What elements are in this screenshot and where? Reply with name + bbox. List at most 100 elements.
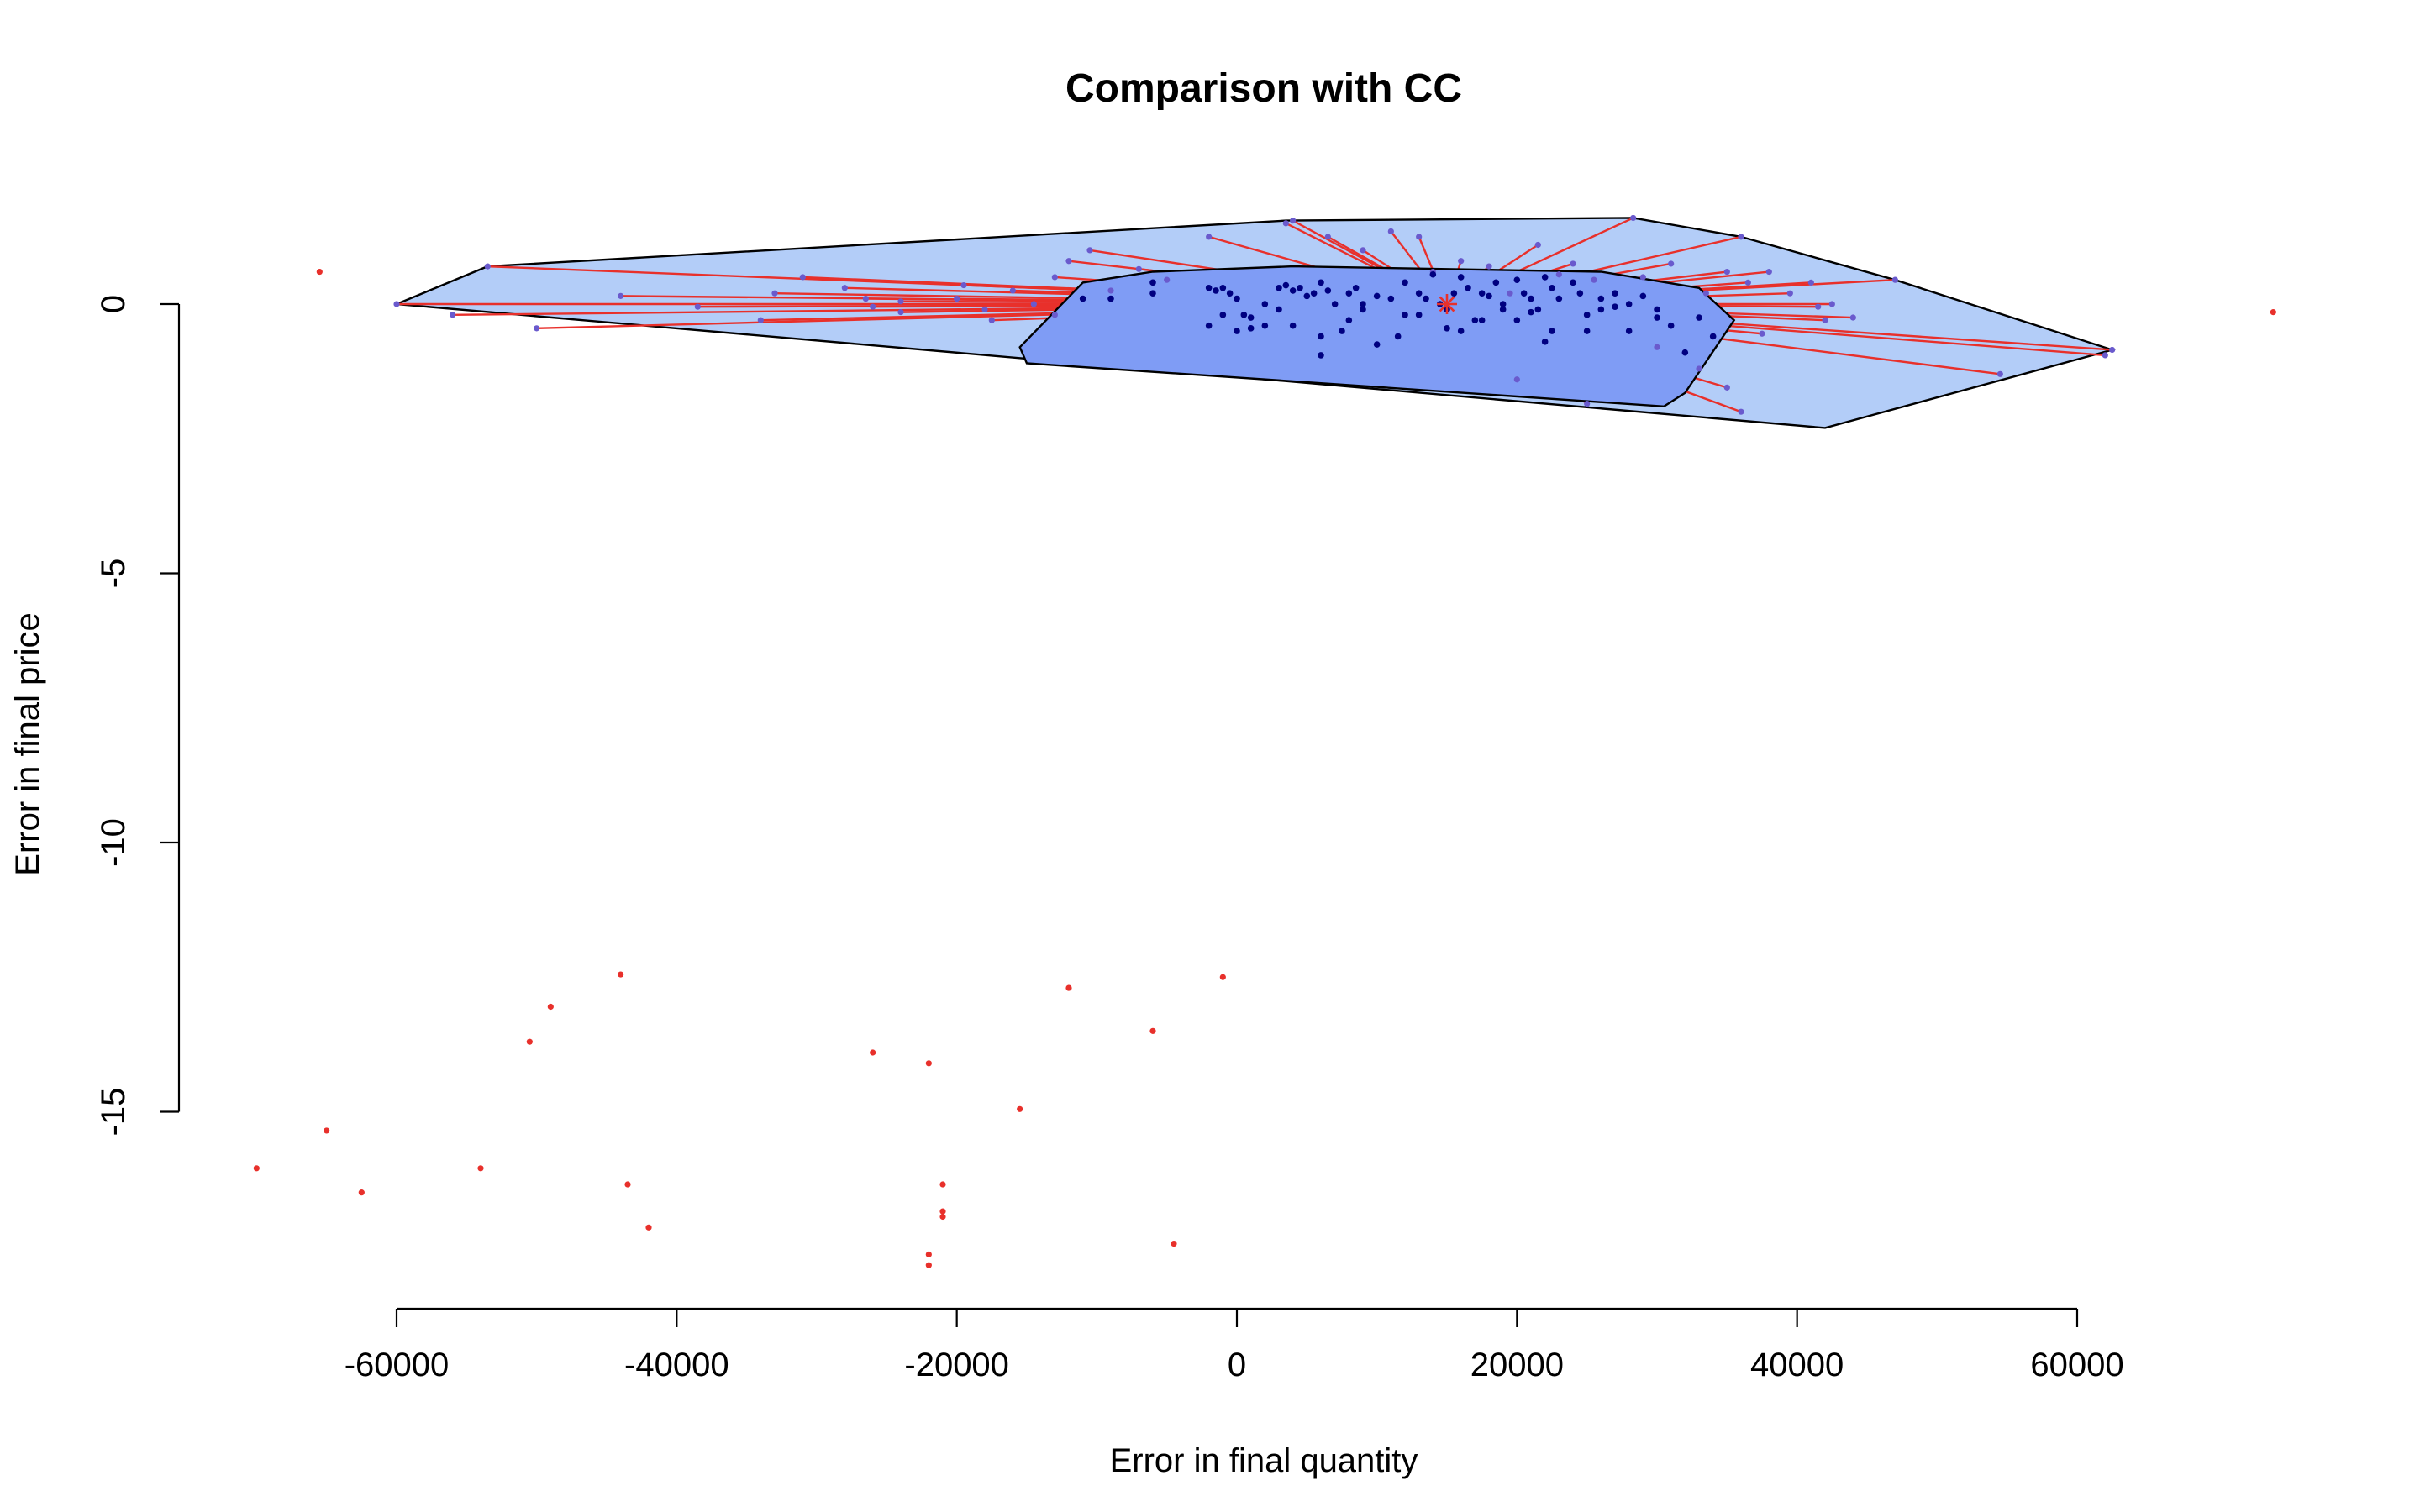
loop-point [1702, 290, 1709, 297]
x-axis-label: Error in final quantity [1110, 1442, 1418, 1479]
outlier-point [618, 971, 624, 978]
inner-point [1318, 333, 1324, 340]
inner-point [1318, 352, 1324, 359]
inner-point [1513, 276, 1521, 283]
loop-point [1206, 234, 1213, 240]
inner-point [1213, 287, 1219, 294]
inner-point [1625, 328, 1633, 334]
inner-point [1478, 290, 1486, 297]
loop-point [960, 281, 967, 289]
loop-point [1416, 234, 1423, 240]
loop-point [1282, 220, 1289, 227]
y-tick-label: 0 [95, 295, 132, 313]
inner-point [1709, 333, 1717, 340]
loop-point [1086, 247, 1093, 254]
loop-point [1654, 344, 1660, 350]
inner-point [1373, 341, 1381, 348]
whisker-line [1657, 319, 2106, 357]
inner-point [1324, 287, 1332, 294]
outlier-point [939, 1181, 946, 1188]
loop-point [1290, 218, 1297, 224]
loop-point [897, 309, 904, 316]
inner-point [1625, 301, 1633, 307]
loop-point [841, 285, 848, 291]
inner-point [1499, 306, 1507, 313]
outlier-point [324, 1127, 330, 1134]
inner-point [1402, 279, 1408, 286]
loop-point [618, 292, 624, 299]
loop-point [1065, 258, 1072, 265]
loop-point [1815, 303, 1822, 310]
loop-point [1324, 234, 1331, 240]
loop-point [1639, 274, 1646, 281]
x-tick-label: 60000 [2030, 1347, 2123, 1383]
loop-point [799, 274, 806, 281]
inner-point [1282, 281, 1290, 289]
inner-point [1360, 306, 1366, 313]
loop-point [954, 295, 960, 302]
loop-point [1786, 290, 1793, 297]
loop-point [1822, 317, 1828, 323]
loop-point [1051, 312, 1058, 318]
loop-point [1765, 268, 1772, 276]
inner-point [1457, 328, 1465, 334]
loop-point [1164, 276, 1171, 283]
loop-point [1744, 279, 1751, 286]
inner-point [1079, 295, 1086, 302]
x-tick-label: 40000 [1750, 1347, 1844, 1383]
loop-point [1458, 258, 1465, 265]
inner-point [1520, 290, 1528, 297]
inner-points [1079, 270, 1717, 359]
inner-point [1240, 312, 1248, 318]
inner-point [1681, 349, 1689, 356]
loop-point [981, 306, 988, 313]
outlier-point [1219, 974, 1226, 980]
inner-point [1576, 290, 1584, 297]
inner-point [1549, 328, 1555, 334]
loop-point [1759, 330, 1765, 337]
loop-point [1696, 365, 1702, 372]
inner-point [1205, 322, 1213, 329]
outlier-point [1150, 1027, 1156, 1034]
outlier-point [316, 268, 323, 276]
inner-point [1528, 308, 1534, 316]
inner-point [1373, 292, 1381, 300]
bag-polygon [1018, 265, 1736, 408]
outlier-points [253, 268, 2276, 1268]
inner-point [1150, 290, 1156, 297]
x-tick-label: 0 [1228, 1347, 1246, 1383]
inner-point [1247, 314, 1255, 321]
inner-point [1478, 317, 1486, 324]
inner-point [1541, 339, 1549, 345]
loop-point [1807, 279, 1814, 286]
inner-point [1150, 279, 1156, 286]
loop-point [1360, 247, 1366, 254]
center-star-stroke [1439, 296, 1455, 312]
inner-point [1394, 333, 1402, 340]
inner-point [1465, 284, 1471, 291]
inner-point [1247, 325, 1255, 332]
center-marker [1437, 294, 1457, 314]
x-tick-label: -20000 [904, 1347, 1009, 1383]
inner-point [1415, 290, 1423, 297]
inner-point [1457, 274, 1465, 281]
loop-point [1555, 271, 1562, 278]
inner-point [1234, 328, 1240, 334]
inner-point [1219, 312, 1227, 318]
loop-point [1570, 260, 1576, 267]
loop-point [2109, 346, 2116, 354]
inner-point [1219, 284, 1227, 291]
inner-point [1639, 292, 1647, 300]
inner-point [1234, 295, 1240, 302]
inner-point [1205, 284, 1213, 291]
whisker-line [452, 306, 1129, 317]
inner-point [1331, 301, 1339, 307]
inner-point [1345, 290, 1353, 297]
outlier-point [939, 1208, 946, 1215]
loop-point [1534, 241, 1541, 249]
loop-point [1828, 301, 1835, 307]
inner-point [1513, 317, 1521, 324]
inner-point [1339, 328, 1345, 334]
loop-point [1051, 274, 1058, 281]
loop-point [1584, 400, 1591, 407]
